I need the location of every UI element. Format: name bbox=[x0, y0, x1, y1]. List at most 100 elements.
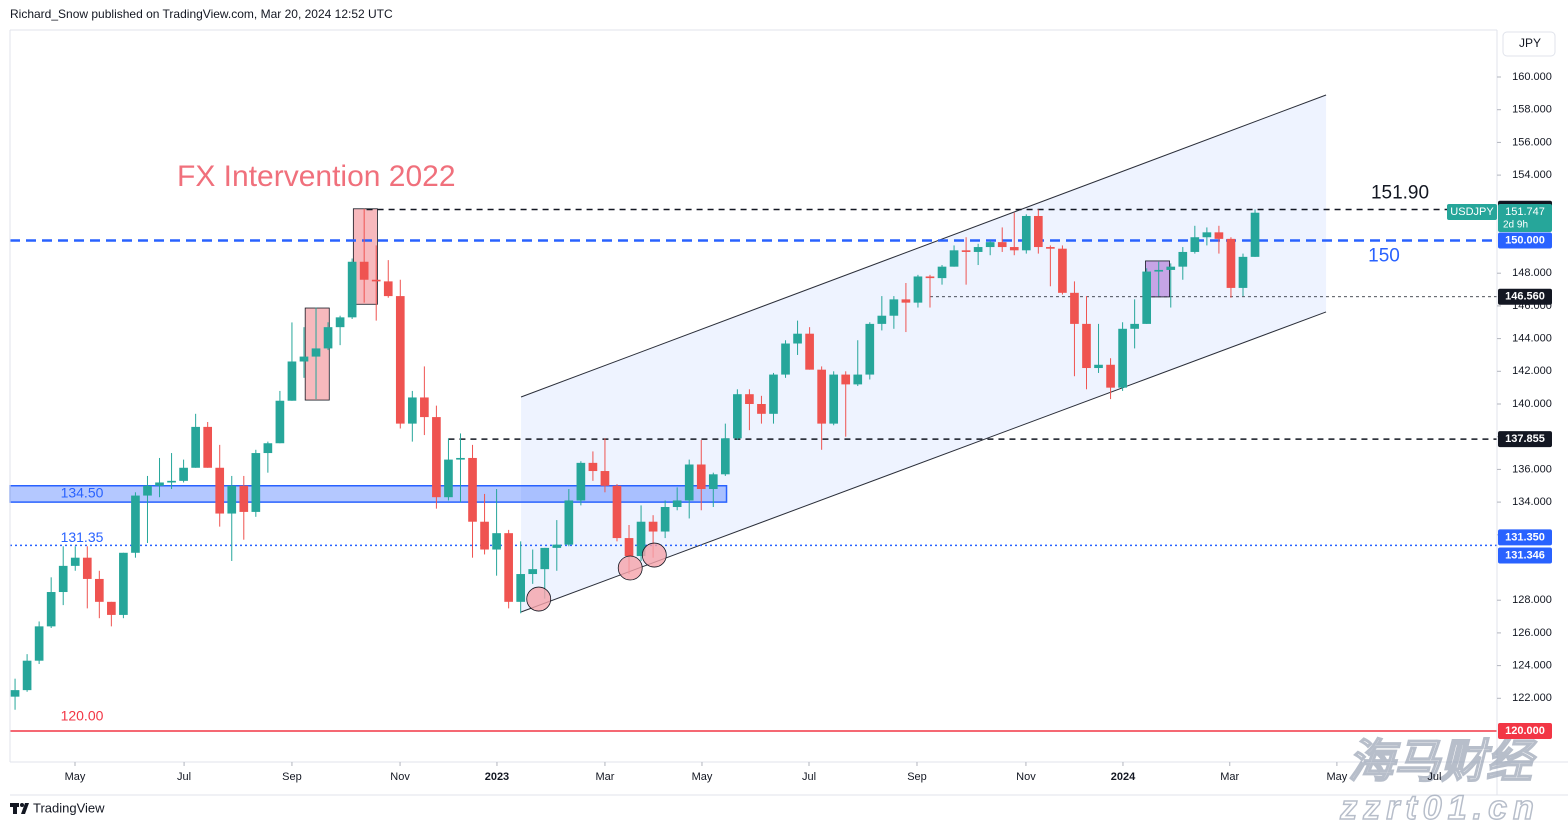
y-tick-label: 158.000 bbox=[1512, 104, 1552, 116]
candle-body bbox=[46, 592, 56, 627]
candle-body bbox=[251, 453, 261, 512]
candle-body bbox=[636, 521, 646, 557]
candle-body bbox=[347, 261, 357, 318]
candle-body bbox=[829, 374, 839, 424]
candle-body bbox=[564, 500, 574, 545]
candle-body bbox=[383, 281, 393, 297]
price-tag-label: 150.000 bbox=[1505, 234, 1545, 246]
candle-body bbox=[684, 464, 694, 501]
candle-body bbox=[263, 443, 273, 454]
candle-body bbox=[420, 397, 429, 418]
candle-body bbox=[1106, 364, 1115, 388]
x-tick-label: 2023 bbox=[485, 771, 509, 783]
candle-body bbox=[1009, 247, 1019, 251]
x-tick-label: May bbox=[692, 771, 713, 783]
candle-body bbox=[720, 438, 730, 475]
candle-body bbox=[1046, 247, 1055, 249]
candle-body bbox=[648, 521, 658, 532]
candle-body bbox=[973, 247, 983, 252]
marker-circle bbox=[641, 542, 667, 568]
candle-body bbox=[1250, 212, 1260, 257]
last-price: 151.747 bbox=[1505, 206, 1545, 218]
price-tag bbox=[1498, 529, 1552, 546]
zone-label: 134.50 bbox=[61, 485, 104, 501]
price-tag-label: 131.350 bbox=[1505, 531, 1545, 543]
candle-body bbox=[805, 333, 814, 370]
x-tick-label: 2024 bbox=[1111, 771, 1136, 783]
marker-circle bbox=[617, 555, 643, 581]
candle-body bbox=[119, 552, 128, 615]
candle-body bbox=[1226, 238, 1236, 288]
candle-body bbox=[528, 569, 538, 575]
candle-body bbox=[179, 467, 188, 481]
level-label: 120.00 bbox=[61, 708, 104, 724]
candle-body bbox=[961, 250, 971, 252]
price-tag bbox=[1498, 723, 1552, 740]
candle-body bbox=[540, 547, 550, 570]
candle-body bbox=[299, 356, 309, 362]
y-tick-label: 128.000 bbox=[1512, 594, 1552, 606]
candle-body bbox=[793, 333, 802, 344]
candle-body bbox=[745, 394, 754, 405]
plot-area: 134.50 151.90 150 131.35 120.00 FX Interventi… bbox=[9, 94, 1497, 732]
x-tick-label: Nov bbox=[390, 771, 410, 783]
x-tick-label: Jul bbox=[1427, 771, 1441, 783]
y-tick-label: 148.000 bbox=[1512, 267, 1552, 279]
candle-body bbox=[781, 343, 790, 375]
candle-body bbox=[708, 474, 718, 490]
last-price-tag bbox=[1498, 203, 1552, 232]
x-tick-label: Nov bbox=[1016, 771, 1036, 783]
candle-body bbox=[395, 296, 405, 424]
candle-body bbox=[287, 361, 297, 401]
candle-body bbox=[1058, 248, 1067, 293]
candle-body bbox=[480, 521, 489, 550]
candle-body bbox=[925, 276, 935, 279]
candle-body bbox=[612, 485, 622, 539]
candle-body bbox=[757, 404, 766, 414]
price-tag bbox=[1498, 288, 1552, 305]
price-tag-label: 131.346 bbox=[1505, 549, 1545, 561]
level-label: 131.35 bbox=[61, 529, 104, 545]
candle-body bbox=[853, 374, 863, 385]
x-tick-label: Sep bbox=[282, 771, 302, 783]
candle-body bbox=[58, 565, 68, 593]
currency[interactable]: JPY bbox=[1519, 36, 1541, 50]
price-tag bbox=[1498, 232, 1552, 249]
y-tick-label: 154.000 bbox=[1512, 169, 1552, 181]
candle-body bbox=[516, 574, 526, 602]
candle-body bbox=[1190, 237, 1200, 252]
marker-circle bbox=[526, 586, 552, 612]
candle-body bbox=[1142, 271, 1152, 324]
candle-body bbox=[1202, 232, 1212, 238]
x-tick-label: May bbox=[65, 771, 86, 783]
candle-body bbox=[94, 578, 104, 602]
candle-body bbox=[660, 507, 670, 532]
candle-body bbox=[733, 394, 742, 439]
candle-body bbox=[131, 495, 140, 553]
candle-body bbox=[371, 279, 381, 282]
candle-body bbox=[1238, 256, 1248, 288]
y-tick-label: 160.000 bbox=[1512, 71, 1552, 83]
candle-body bbox=[1166, 266, 1176, 270]
candle-body bbox=[82, 557, 92, 579]
currency-button[interactable] bbox=[1502, 31, 1556, 57]
candle-body bbox=[1130, 323, 1139, 329]
candle-body bbox=[203, 426, 213, 468]
highlight-box bbox=[352, 208, 378, 305]
y-tick-label: 122.000 bbox=[1512, 692, 1552, 704]
candle-body bbox=[34, 626, 44, 661]
y-tick-label: 124.000 bbox=[1512, 660, 1552, 672]
candle-body bbox=[1118, 328, 1127, 388]
candle-body bbox=[576, 462, 586, 501]
symbol: USDJPY bbox=[1450, 206, 1494, 218]
annotation-title: FX Intervention 2022 bbox=[177, 160, 456, 193]
candle-body bbox=[865, 323, 875, 375]
countdown: 2d 9h bbox=[1503, 220, 1528, 231]
watermark-title: 海马财经 bbox=[1348, 735, 1537, 787]
candle-body bbox=[588, 462, 598, 472]
candle-body bbox=[311, 348, 321, 357]
x-tick-label: Mar bbox=[595, 771, 614, 783]
